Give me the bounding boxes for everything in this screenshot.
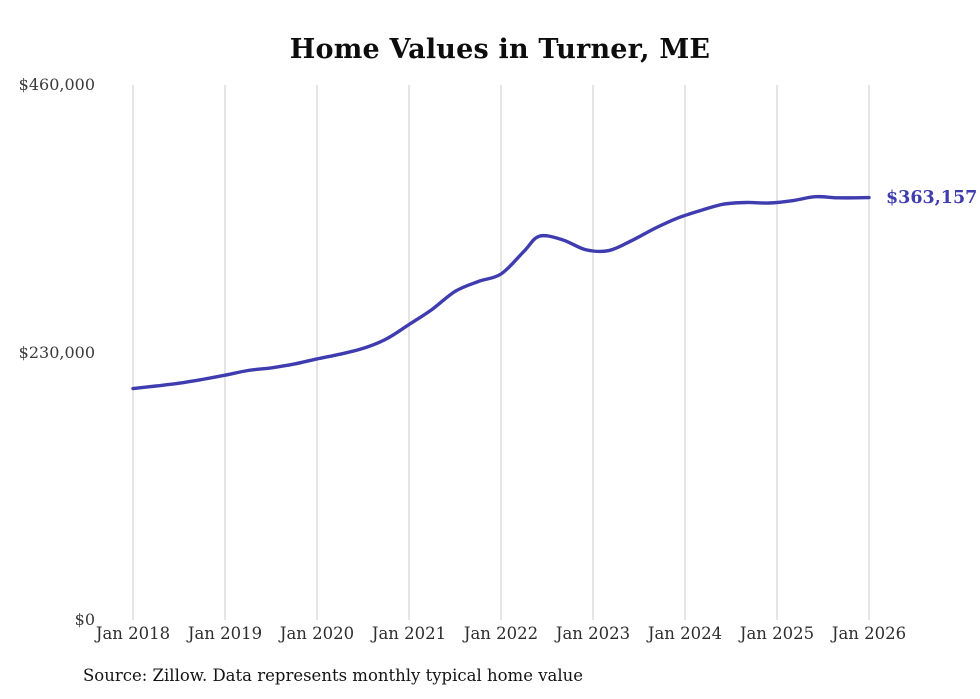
- x-tick-label: Jan 2022: [463, 624, 539, 643]
- y-axis-tick-labels: $0 $230,000 $460,000: [0, 0, 120, 699]
- y-tick-label: $460,000: [18, 75, 95, 94]
- final-value-label: $363,157: [886, 187, 978, 208]
- x-tick-label: Jan 2019: [187, 624, 263, 643]
- home-value-line: [131, 194, 871, 391]
- x-tick-label: Jan 2020: [279, 624, 355, 643]
- chart-title: Home Values in Turner, ME: [289, 34, 711, 65]
- y-tick-label: $0: [74, 610, 95, 629]
- x-tick-label: Jan 2026: [831, 624, 907, 643]
- x-tick-label: Jan 2025: [739, 624, 815, 643]
- x-tick-label: Jan 2023: [555, 624, 631, 643]
- x-tick-label: Jan 2024: [647, 624, 723, 643]
- x-tick-label: Jan 2021: [371, 624, 447, 643]
- y-tick-label: $230,000: [18, 342, 95, 362]
- x-axis-tick-labels: Jan 2018 Jan 2019 Jan 2020 Jan 2021 Jan 2022…: [0, 624, 980, 646]
- x-tick-label: Jan 2018: [95, 624, 171, 643]
- source-note: Source: Zillow. Data represents monthly …: [83, 666, 584, 685]
